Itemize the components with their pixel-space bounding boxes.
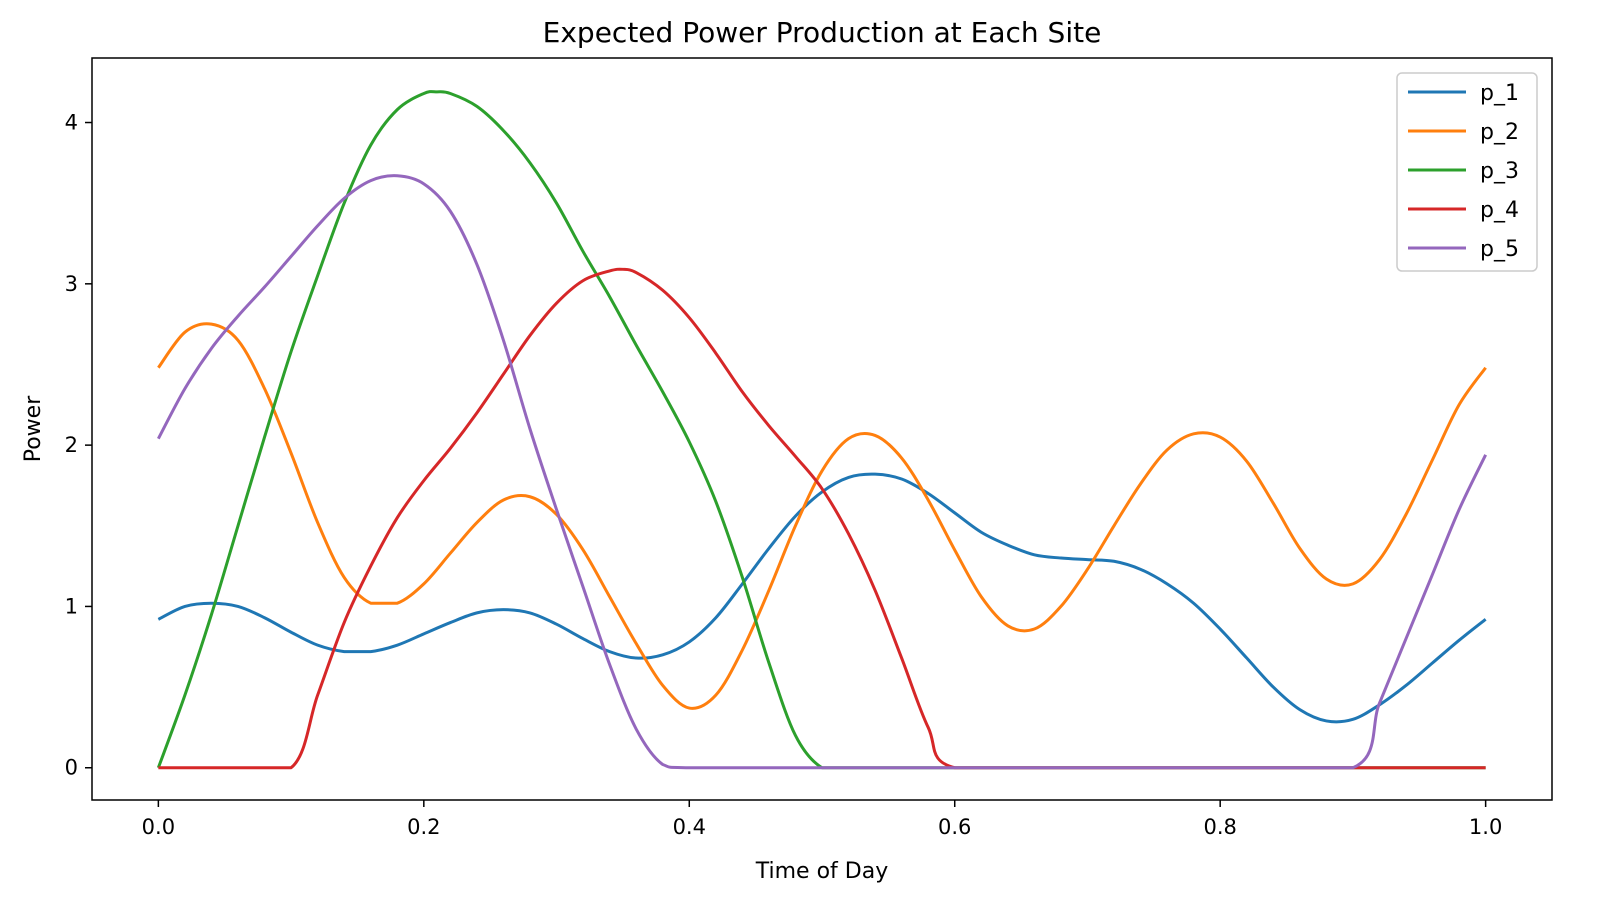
legend-label-p-5: p_5	[1480, 237, 1519, 262]
plot-area	[92, 58, 1552, 800]
legend-label-p-2: p_2	[1480, 120, 1519, 145]
series-line-p-3	[156, 90, 1486, 770]
plot-frame	[91, 57, 1553, 801]
y-tick-label: 4	[65, 111, 78, 135]
x-axis-ticks: 0.0 0.2 0.4 0.6 0.8 1.0	[142, 800, 1502, 839]
legend-label-p-1: p_1	[1480, 81, 1519, 106]
series-line-p-4	[158, 267, 1486, 770]
chart-title: Expected Power Production at Each Site	[543, 16, 1102, 49]
y-tick-label: 1	[65, 594, 78, 618]
x-tick-label: 0.0	[142, 815, 175, 839]
legend-label-p-4: p_4	[1480, 198, 1519, 223]
x-tick-label: 0.4	[673, 815, 706, 839]
x-tick-label: 0.6	[938, 815, 971, 839]
y-tick-label: 0	[65, 756, 78, 780]
x-tick-label: 0.8	[1203, 815, 1236, 839]
series-line-p-5	[157, 174, 1487, 770]
series-line-p-1	[157, 472, 1487, 724]
series-lines	[156, 90, 1487, 770]
legend: p_1 p_2 p_3 p_4 p_5	[1396, 72, 1538, 272]
x-axis-label: Time of Day	[755, 859, 888, 884]
legend-label-p-3: p_3	[1480, 159, 1519, 184]
x-tick-label: 1.0	[1469, 815, 1502, 839]
y-tick-label: 2	[65, 433, 78, 457]
y-tick-label: 3	[65, 272, 78, 296]
series-line-p-2	[157, 322, 1487, 710]
legend-box	[1396, 72, 1538, 272]
y-axis-label: Power	[21, 395, 46, 462]
y-axis-ticks: 0 1 2 3 4	[65, 111, 92, 780]
x-tick-label: 0.2	[407, 815, 440, 839]
